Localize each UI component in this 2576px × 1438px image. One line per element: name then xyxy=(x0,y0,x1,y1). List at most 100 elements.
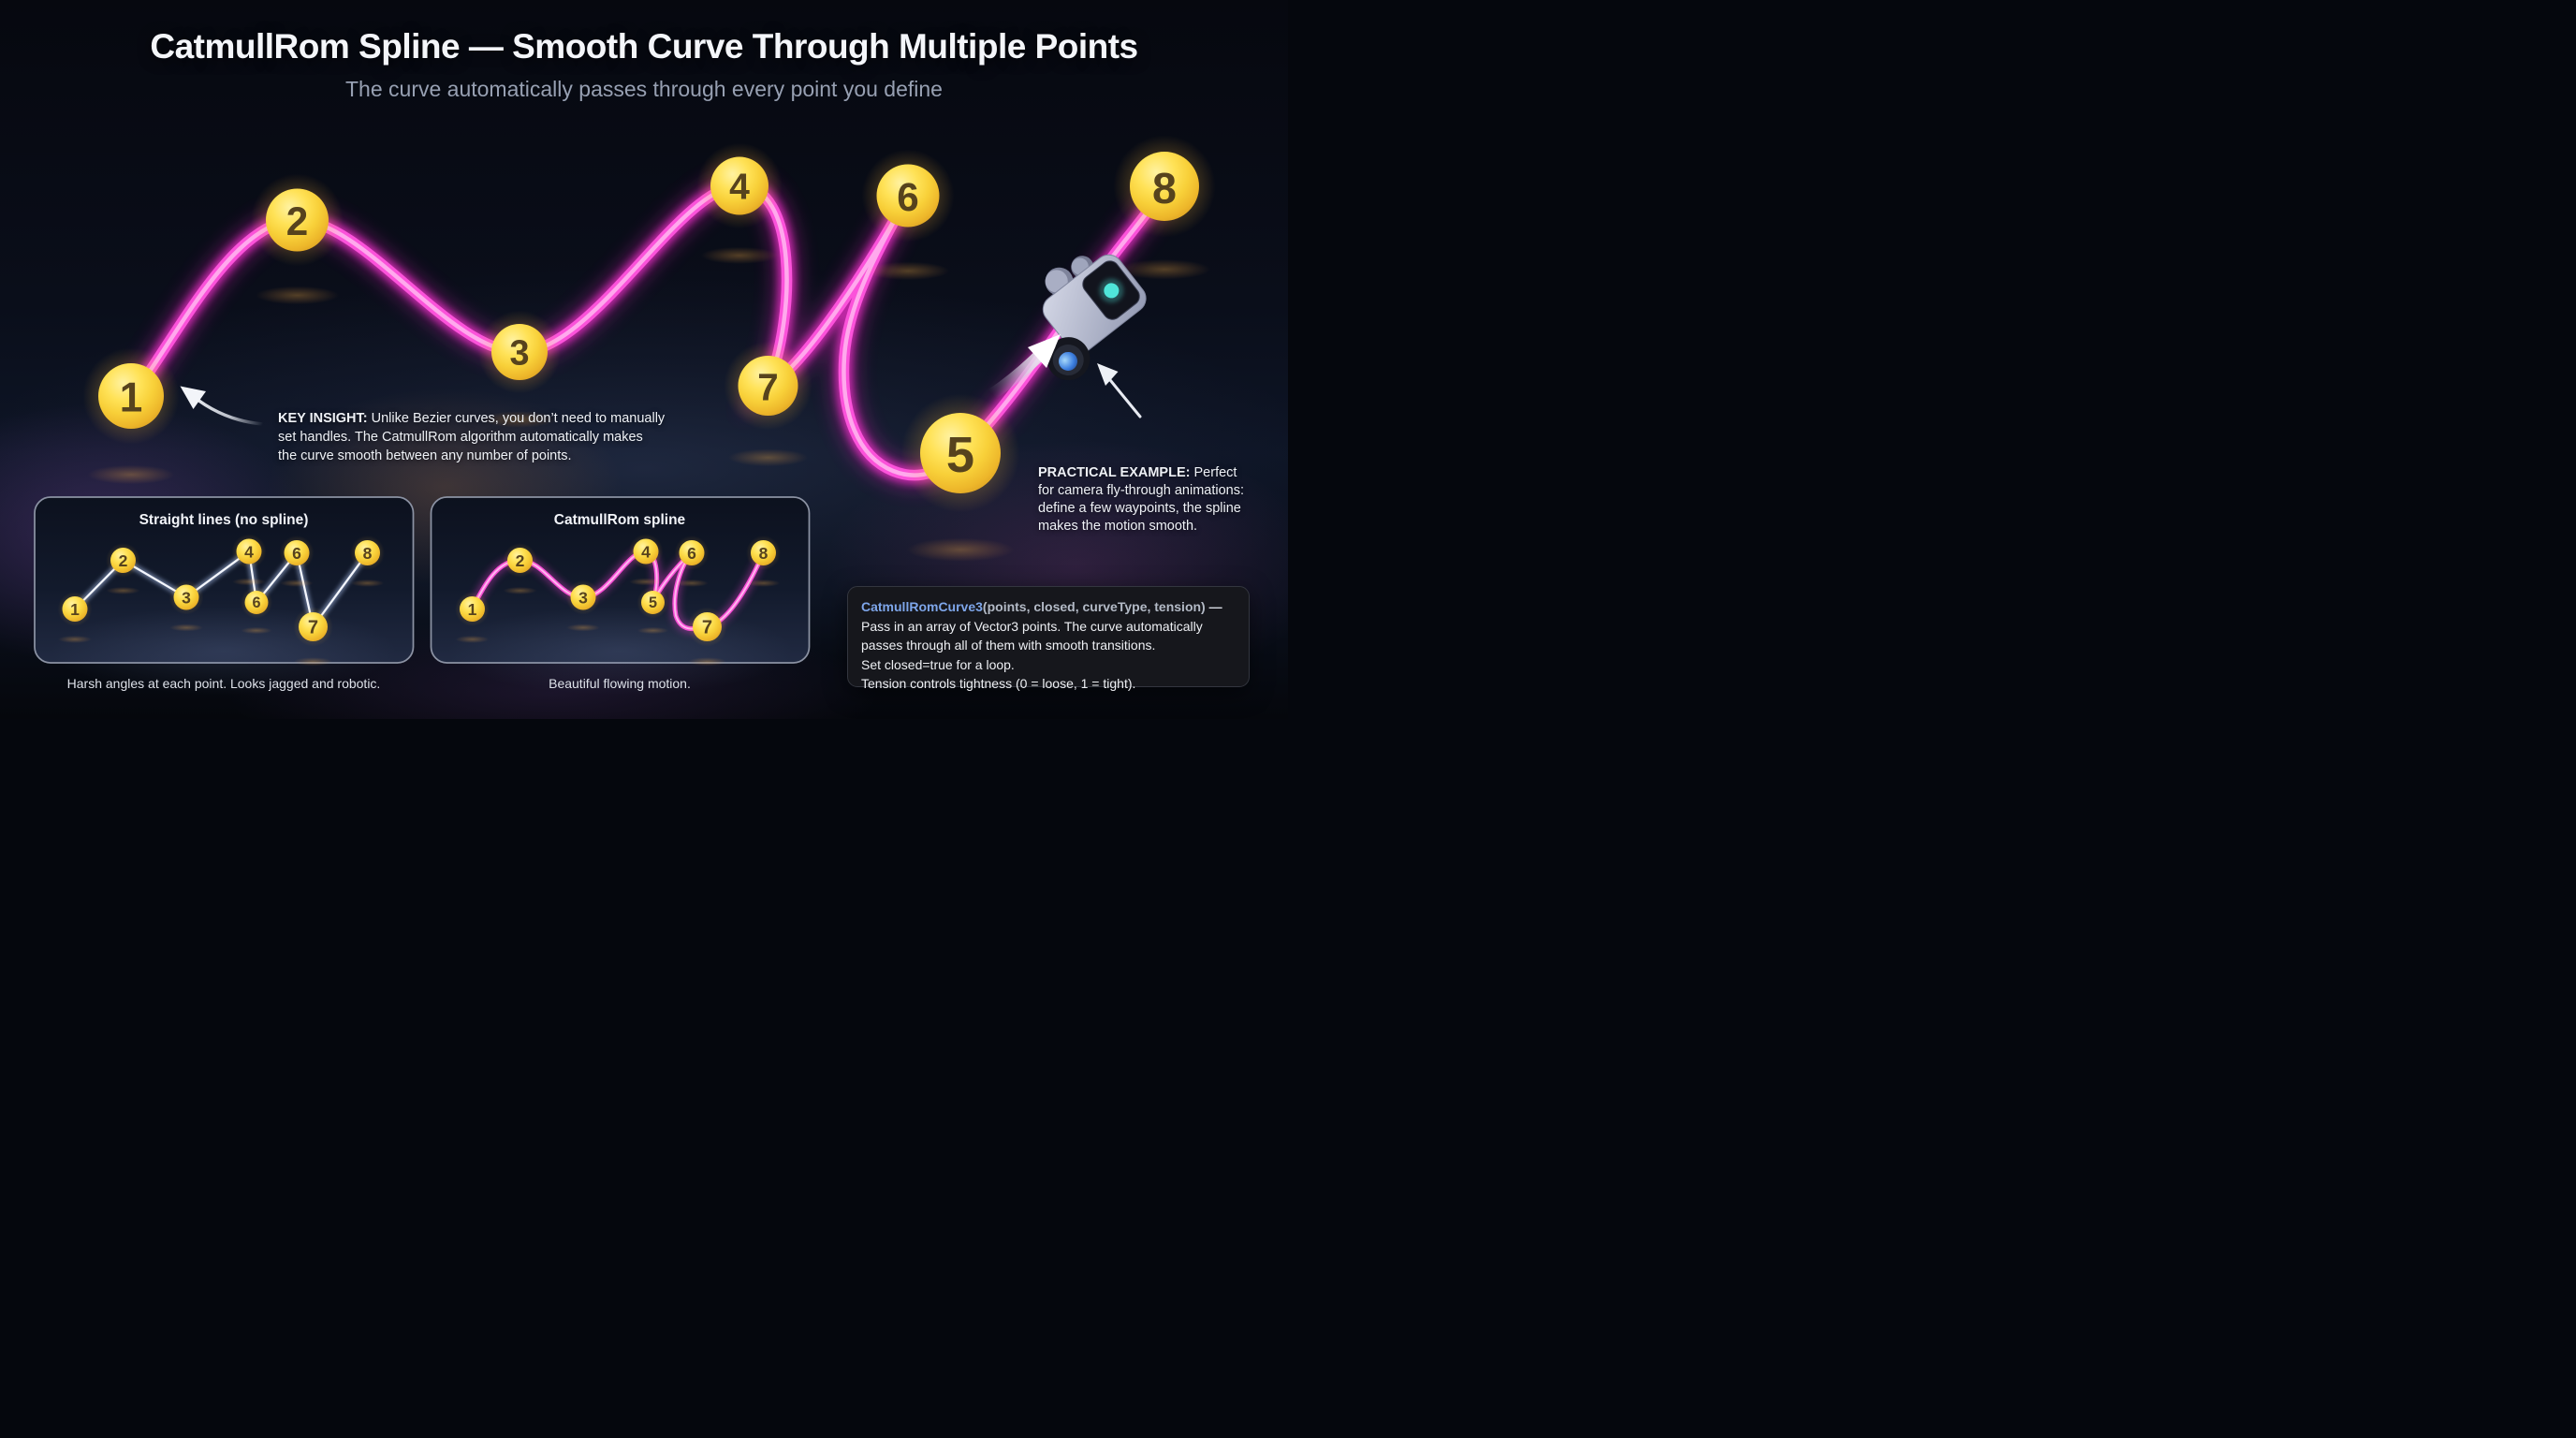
point-ball xyxy=(266,188,329,252)
practical-example-line: for camera fly-through animations: xyxy=(1038,483,1245,498)
camera-thick-arrow-icon xyxy=(986,334,1061,401)
point-label: 8 xyxy=(759,544,768,563)
code-line: Set closed=true for a loop. xyxy=(861,656,1015,672)
panel-caption-straight-lines: Harsh angles at each point. Looks jagged… xyxy=(66,676,381,691)
main-spline-points: 1 2 3 4 7 6 5 8 xyxy=(64,115,1236,567)
ball-floor-reflection xyxy=(237,282,358,309)
key-insight-line: set handles. The CatmullRom algorithm au… xyxy=(278,430,643,445)
mini-spline-points: 1 2 3 4 5 6 7 8 xyxy=(447,527,788,668)
page-title: CatmullRom Spline — Smooth Curve Through… xyxy=(150,27,1138,66)
point-label: 2 xyxy=(516,551,525,570)
code-line: Tension controls tightness (0 = loose, 1… xyxy=(861,676,1136,691)
point-ball xyxy=(751,540,776,565)
point-ball xyxy=(460,596,485,622)
ball-floor-reflection xyxy=(848,257,968,285)
straight-lines-points: 1 2 3 4 6 6 7 8 xyxy=(51,527,392,668)
ball-floor-reflection xyxy=(739,578,788,589)
point-label: 2 xyxy=(286,199,308,243)
ball-floor-reflection xyxy=(680,655,735,668)
point-ball xyxy=(491,324,548,380)
ball-floor-reflection xyxy=(447,634,497,645)
ball-floor-reflection xyxy=(272,578,321,589)
point-label: 3 xyxy=(509,334,529,374)
ball-floor-reflection xyxy=(884,533,1037,567)
ball-floor-reflection xyxy=(68,461,194,489)
point-label: 4 xyxy=(729,168,750,208)
practical-example-arrow-icon xyxy=(1097,363,1142,418)
point-ball xyxy=(738,356,798,416)
point-label: 6 xyxy=(897,175,918,219)
point-label: 8 xyxy=(363,544,373,563)
ball-floor-reflection xyxy=(684,242,795,268)
infographic-canvas: 1 2 3 4 7 6 5 8 1 2 3 4 6 6 7 8 xyxy=(0,0,1288,719)
point-label: 8 xyxy=(1152,164,1177,213)
page-subtitle: The curve automatically passes through e… xyxy=(345,77,943,101)
point-ball xyxy=(110,548,136,573)
code-line-signature: CatmullRomCurve3(points, closed, curveTy… xyxy=(861,597,1236,617)
point-ball xyxy=(641,591,665,614)
ball-floor-reflection xyxy=(667,578,716,589)
point-label: 1 xyxy=(120,374,143,420)
point-label: 7 xyxy=(757,366,778,409)
ball-floor-reflection xyxy=(162,622,211,634)
point-label: 4 xyxy=(641,543,651,562)
camera-icon xyxy=(1042,254,1147,381)
practical-example-note: PRACTICAL EXAMPLE: Perfect for camera fl… xyxy=(1038,464,1263,536)
ball-floor-reflection xyxy=(495,585,545,596)
point-ball xyxy=(62,596,88,622)
ball-floor-reflection xyxy=(343,578,392,589)
key-insight-note: KEY INSIGHT: Unlike Bezier curves, you d… xyxy=(278,409,699,465)
ball-floor-reflection xyxy=(559,622,607,634)
point-ball xyxy=(236,538,262,565)
point-ball xyxy=(920,413,1001,493)
code-line: Pass in an array of Vector3 points. The … xyxy=(861,618,1203,634)
point-ball xyxy=(173,584,199,610)
ball-floor-reflection xyxy=(630,625,676,636)
point-ball xyxy=(98,363,164,429)
point-ball xyxy=(507,548,533,573)
key-insight-line: KEY INSIGHT: Unlike Bezier curves, you d… xyxy=(278,409,699,428)
code-line: passes through all of them with smooth t… xyxy=(861,638,1156,653)
point-label: 4 xyxy=(244,543,254,562)
key-insight-arrow-icon xyxy=(180,386,265,426)
point-ball xyxy=(1130,152,1199,221)
panel-title-straight-lines: Straight lines (no spline) xyxy=(139,512,309,528)
ball-floor-reflection xyxy=(98,585,148,596)
point-ball xyxy=(299,612,328,641)
point-label: 6 xyxy=(687,544,696,563)
practical-example-line: define a few waypoints, the spline xyxy=(1038,501,1241,516)
code-function-name: CatmullRomCurve3 xyxy=(861,599,983,614)
key-insight-label: KEY INSIGHT: xyxy=(278,411,368,426)
code-params: (points, closed, curveType, tension) xyxy=(982,599,1206,614)
point-ball xyxy=(244,591,269,614)
point-label: 7 xyxy=(702,617,712,638)
point-label: 6 xyxy=(252,594,260,611)
key-insight-line: the curve smooth between any number of p… xyxy=(278,448,572,463)
ball-floor-reflection xyxy=(710,445,826,471)
point-label: 1 xyxy=(70,600,80,619)
point-ball xyxy=(570,584,596,610)
code-dash: — xyxy=(1205,599,1222,614)
practical-example-text: Perfect xyxy=(1193,465,1237,480)
panel-caption-catmullrom: Beautiful flowing motion. xyxy=(549,676,691,691)
ball-floor-reflection xyxy=(466,407,573,432)
point-label: 5 xyxy=(649,594,657,611)
practical-example-line: makes the motion smooth. xyxy=(1038,519,1198,534)
diagram-scene: 1 2 3 4 7 6 5 8 1 2 3 4 6 6 7 8 xyxy=(0,0,1288,719)
point-label: 5 xyxy=(946,427,974,483)
point-label: 3 xyxy=(182,589,191,608)
point-label: 3 xyxy=(578,589,588,608)
code-snippet-box: CatmullRomCurve3(points, closed, curveTy… xyxy=(847,586,1250,691)
point-label: 2 xyxy=(119,551,128,570)
point-ball xyxy=(355,540,380,565)
point-ball xyxy=(679,540,705,565)
point-label: 1 xyxy=(468,600,477,619)
point-ball xyxy=(876,164,940,227)
point-label: 6 xyxy=(292,544,301,563)
practical-example-line: PRACTICAL EXAMPLE: Perfect xyxy=(1038,464,1263,482)
ball-floor-reflection xyxy=(51,634,99,645)
practical-example-label: PRACTICAL EXAMPLE: xyxy=(1038,465,1191,480)
ball-floor-reflection xyxy=(234,625,279,636)
point-ball xyxy=(284,540,310,565)
point-ball xyxy=(710,156,768,215)
